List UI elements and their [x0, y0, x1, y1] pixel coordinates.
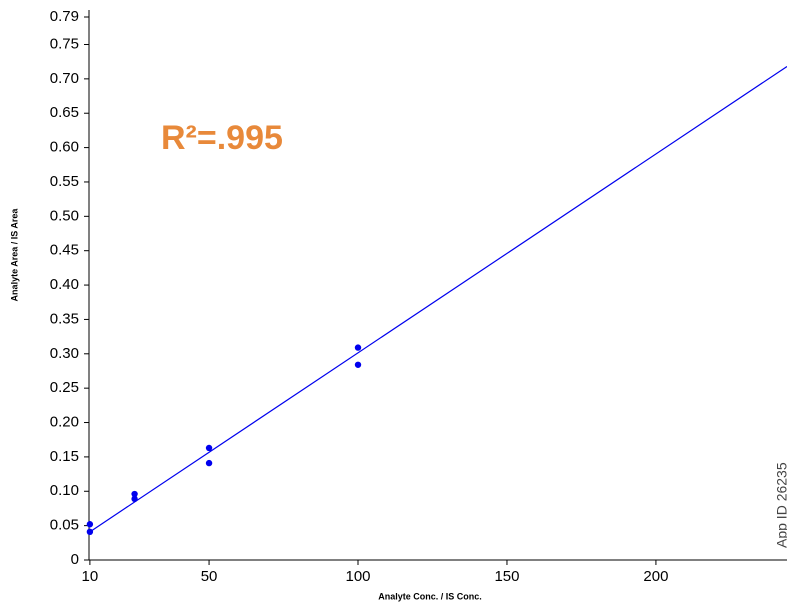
y-tick-label: 0.15 [50, 448, 79, 465]
point [131, 490, 138, 498]
point [86, 521, 94, 528]
x-tick-label: 50 [201, 568, 218, 585]
y-tick-label: 0.40 [50, 276, 79, 293]
y-tick-label: 0.65 [50, 104, 79, 121]
y-tick-label: 0.50 [50, 207, 79, 224]
y-tick-label: 0.45 [50, 242, 79, 259]
y-tick-label: 0.75 [50, 35, 79, 52]
annotation: R²=.995 [161, 119, 283, 157]
x-tick-label: 150 [494, 568, 519, 585]
y-tick-label: 0.10 [50, 482, 79, 499]
x-tick-label: 200 [643, 568, 668, 585]
y-tick-label: 0.25 [50, 379, 79, 396]
point [205, 444, 213, 452]
y-tick-label: 0.05 [50, 517, 79, 534]
y-tick-label: 0.30 [50, 345, 79, 362]
y-tick-label: 0.79 [50, 8, 79, 25]
y-tick-label: 0.20 [50, 414, 79, 431]
x-tick-label: 100 [345, 568, 370, 585]
y-tick-label: 0.35 [50, 310, 79, 327]
point [131, 495, 138, 503]
point [354, 361, 362, 368]
y-tick-label: 0.70 [50, 70, 79, 87]
y-tick-label: 0.55 [50, 173, 79, 190]
y-axis-label: Analyte Area / IS Area [9, 208, 19, 302]
x-tick-label: 10 [82, 568, 99, 585]
point [86, 528, 94, 536]
x-axis-label: Analyte Conc. / IS Conc. [378, 591, 482, 601]
watermark: App ID 26235 [774, 462, 787, 548]
y-tick-label: 0.60 [50, 139, 79, 156]
y-tick-label: 0 [71, 551, 79, 568]
point [354, 344, 362, 351]
fit-line [89, 65, 787, 533]
point [205, 459, 213, 467]
